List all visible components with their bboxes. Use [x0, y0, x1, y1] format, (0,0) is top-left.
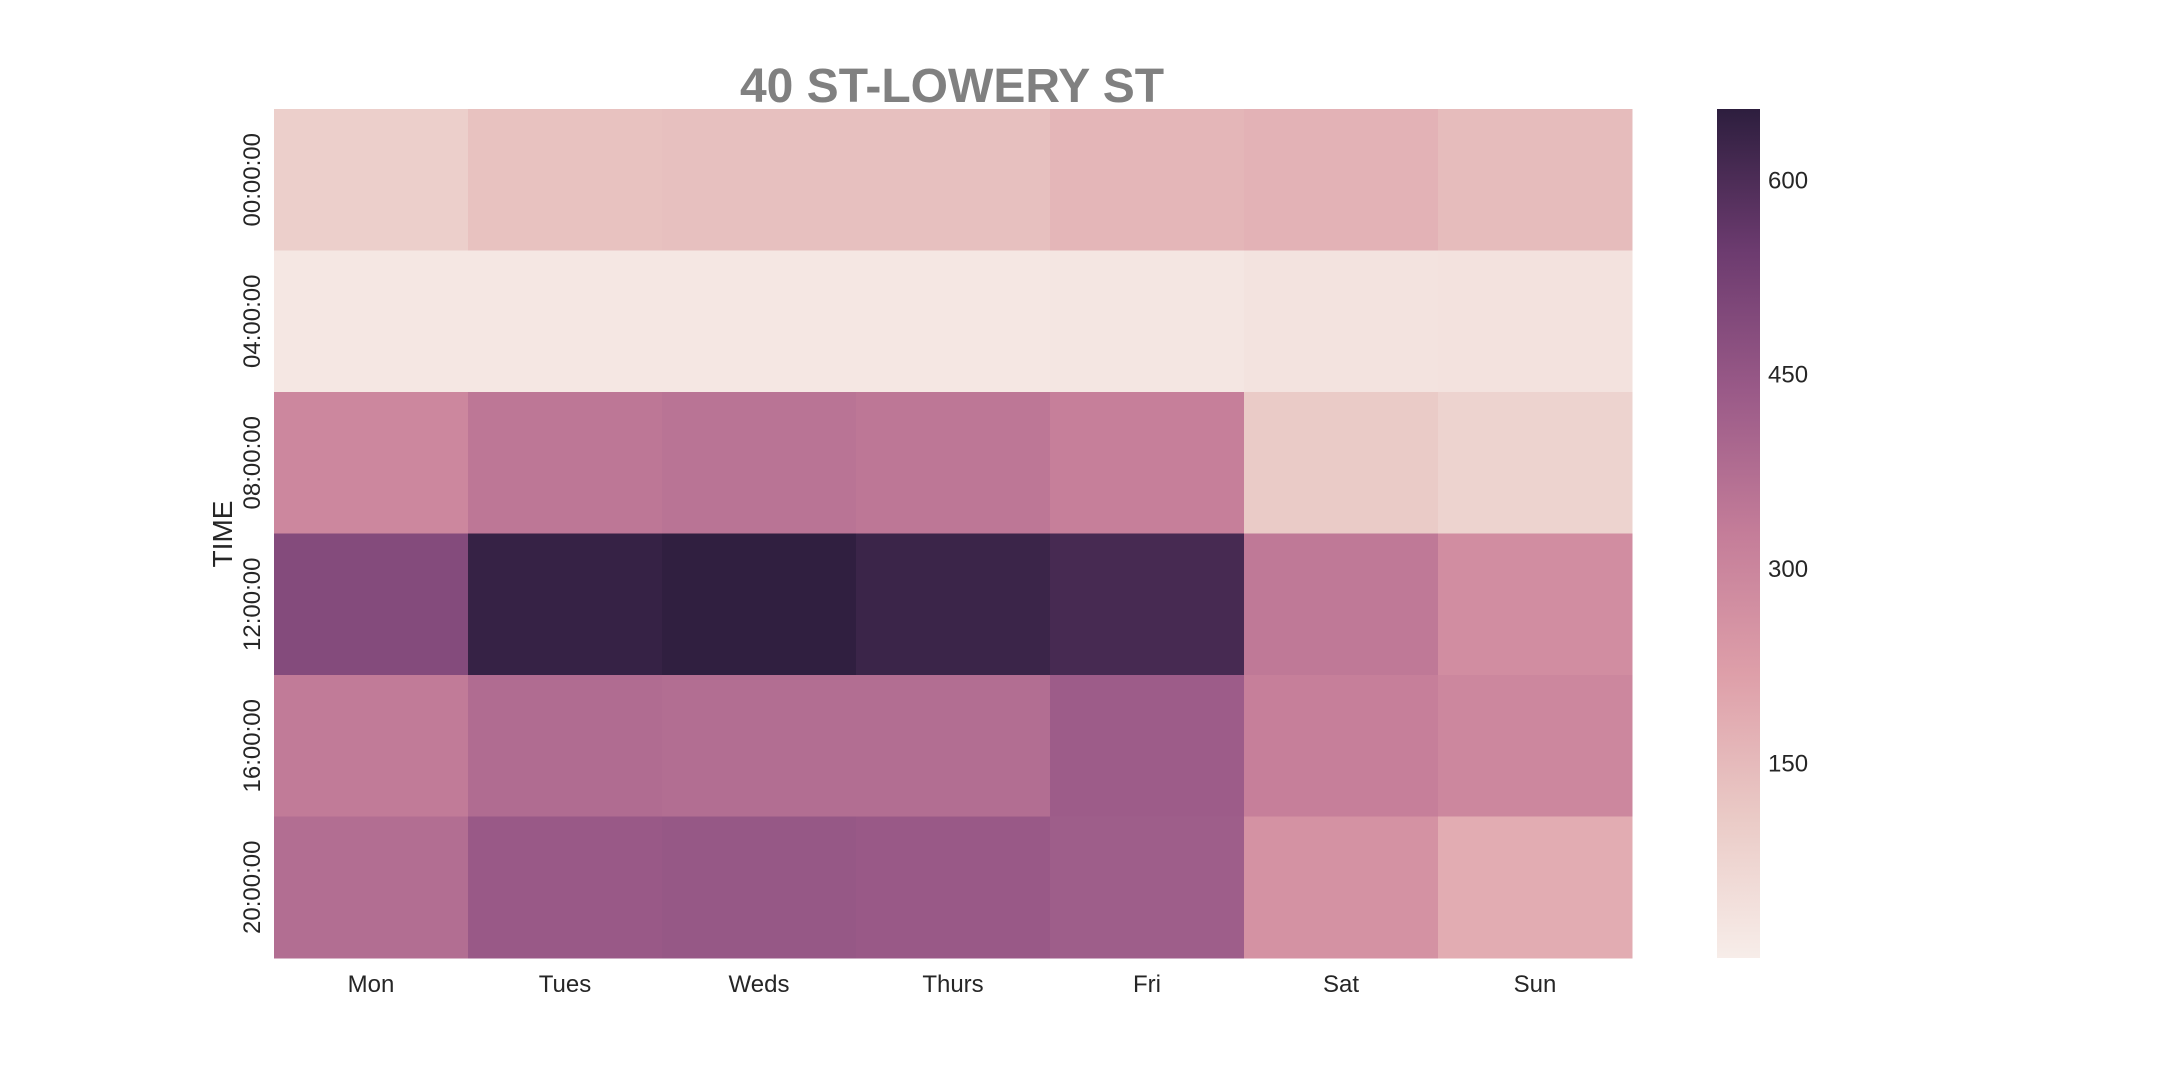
heatmap-cells — [274, 109, 1633, 959]
heatmap-cell — [1438, 816, 1633, 959]
colorbar-tick-label: 300 — [1768, 556, 1808, 583]
x-tick-label: Sat — [1323, 971, 1359, 998]
heatmap-cell — [662, 392, 857, 534]
heatmap-cell — [468, 250, 663, 393]
x-tick-label: Mon — [348, 971, 395, 998]
chart-title: 40 ST-LOWERY ST — [740, 60, 1164, 113]
heatmap-cell — [856, 109, 1051, 251]
colorbar-tick-label: 450 — [1768, 362, 1808, 389]
y-tick-label: 12:00:00 — [239, 558, 266, 651]
y-tick-label: 00:00:00 — [239, 133, 266, 226]
y-tick-label: 20:00:00 — [239, 841, 266, 934]
heatmap-cell — [1244, 675, 1439, 817]
heatmap-cell — [274, 533, 469, 676]
heatmap-cell — [468, 392, 663, 534]
colorbar-ticks: 150 300 450 600 — [1768, 167, 1808, 777]
y-axis-label: TIME — [207, 501, 238, 568]
y-tick-label: 08:00:00 — [239, 416, 266, 509]
heatmap-cell — [274, 816, 469, 959]
heatmap-cell — [856, 250, 1051, 393]
heatmap-cell — [662, 675, 857, 817]
heatmap-cell — [1050, 816, 1245, 959]
heatmap-cell — [662, 250, 857, 393]
heatmap-cell — [1244, 533, 1439, 676]
heatmap-cell — [468, 816, 663, 959]
y-axis-ticks: 00:00:00 04:00:00 08:00:00 12:00:00 16:00:00… — [239, 133, 266, 934]
heatmap-cell — [274, 675, 469, 817]
y-tick-label: 16:00:00 — [239, 699, 266, 792]
y-tick-label: 04:00:00 — [239, 275, 266, 368]
heatmap-cell — [274, 392, 469, 534]
colorbar-tick-label: 600 — [1768, 167, 1808, 194]
heatmap-cell — [856, 392, 1051, 534]
x-tick-label: Weds — [729, 971, 790, 998]
x-tick-label: Thurs — [922, 971, 983, 998]
heatmap-cell — [1244, 816, 1439, 959]
heatmap-cell — [1244, 392, 1439, 534]
heatmap-cell — [1438, 675, 1633, 817]
heatmap-cell — [1244, 109, 1439, 251]
heatmap-cell — [274, 109, 469, 251]
heatmap-cell — [662, 816, 857, 959]
heatmap-cell — [468, 109, 663, 251]
heatmap-cell — [1050, 533, 1245, 676]
heatmap-cell — [662, 109, 857, 251]
heatmap-cell — [468, 533, 663, 676]
x-tick-label: Fri — [1133, 971, 1161, 998]
heatmap-cell — [1438, 392, 1633, 534]
heatmap-cell — [1050, 675, 1245, 817]
heatmap-cell — [856, 816, 1051, 959]
heatmap-cell — [856, 675, 1051, 817]
heatmap-cell — [1050, 250, 1245, 393]
x-tick-label: Tues — [539, 971, 591, 998]
heatmap-cell — [1050, 392, 1245, 534]
x-axis-ticks: Mon Tues Weds Thurs Fri Sat Sun — [348, 971, 1557, 998]
heatmap-cell — [1050, 109, 1245, 251]
heatmap-cell — [468, 675, 663, 817]
colorbar-tick-label: 150 — [1768, 751, 1808, 778]
heatmap-cell — [1244, 250, 1439, 393]
heatmap-cell — [274, 250, 469, 393]
heatmap-cell — [1438, 250, 1633, 393]
heatmap-cell — [1438, 533, 1633, 676]
heatmap-cell — [856, 533, 1051, 676]
colorbar — [1717, 109, 1760, 958]
heatmap-cell — [662, 533, 857, 676]
heatmap-cell — [1438, 109, 1633, 251]
x-tick-label: Sun — [1514, 971, 1557, 998]
